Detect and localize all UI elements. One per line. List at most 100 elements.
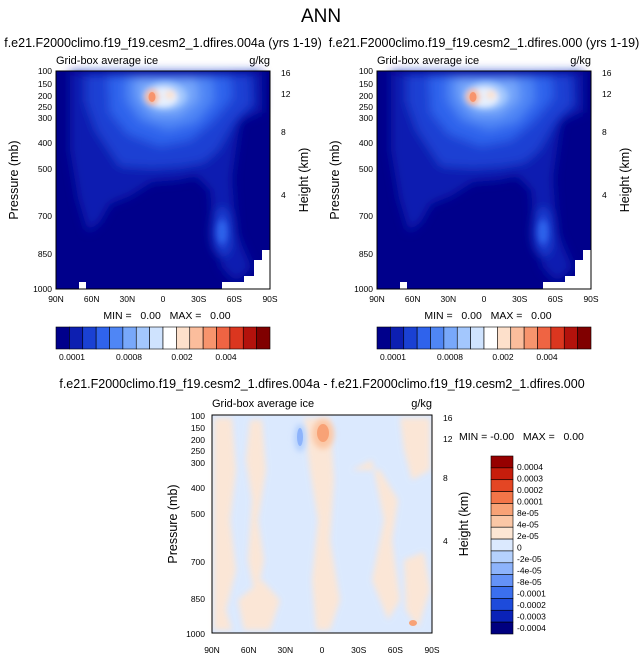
colorbar-swatch: [563, 326, 578, 350]
panel-test-title: f.e21.F2000climo.f19_f19.cesm2_1.dfires.…: [4, 36, 322, 50]
panel-control: f.e21.F2000climo.f19_f19.cesm2_1.dfires.…: [328, 36, 639, 362]
page-title: ANN: [301, 6, 341, 27]
panel-test-y-label: Pressure (mb): [7, 140, 21, 219]
panel-test-colorbar: [55, 326, 271, 350]
y-tick-label: 700: [191, 557, 205, 567]
x-tick-label: 60N: [405, 294, 421, 304]
colorbar-swatch: [497, 326, 512, 350]
height-tick-label: 16: [443, 413, 453, 423]
panel-difference-y-ticks: 100 150 200 250 300 400 500 700 850 1000: [186, 411, 205, 639]
y-tick-label: 150: [38, 79, 52, 89]
panel-control-subtitle-right: g/kg: [570, 55, 591, 67]
x-tick-label: 90N: [204, 645, 220, 655]
colorbar-label: 0.0001: [517, 497, 543, 507]
colorbar-label: 4e-05: [517, 520, 539, 530]
colorbar-swatch: [95, 326, 110, 350]
panel-test: f.e21.F2000climo.f19_f19.cesm2_1.dfires.…: [4, 36, 322, 362]
y-tick-label: 250: [359, 102, 373, 112]
y-tick-label: 1000: [354, 284, 373, 294]
y-tick-label: 200: [191, 435, 205, 445]
panel-difference-subtitle-left: Grid-box average ice: [212, 398, 314, 410]
colorbar-label: 0: [517, 543, 522, 553]
colorbar-label: -0.0001: [517, 589, 546, 599]
panel-difference-y-label: Pressure (mb): [166, 484, 180, 563]
height-tick-label: 12: [443, 434, 453, 444]
y-tick-label: 300: [359, 113, 373, 123]
y-tick-label: 150: [359, 79, 373, 89]
y-tick-label: 250: [38, 102, 52, 112]
x-tick-label: 90S: [583, 294, 598, 304]
panel-test-y-ticks: 100 150 200 250 300 400 500 700 850 1000: [33, 66, 52, 294]
colorbar-swatch: [416, 326, 431, 350]
x-tick-label: 30S: [191, 294, 206, 304]
colorbar-swatch: [490, 621, 514, 635]
y-tick-label: 150: [191, 423, 205, 433]
x-tick-label: 30S: [351, 645, 366, 655]
colorbar-swatch: [577, 326, 592, 350]
y-tick-label: 100: [191, 411, 205, 421]
colorbar-swatch: [490, 538, 514, 552]
y-tick-label: 850: [38, 249, 52, 259]
y-tick-label: 400: [359, 138, 373, 148]
y-tick-label: 250: [191, 446, 205, 456]
height-tick-label: 8: [281, 127, 286, 137]
colorbar-label: 0.002: [492, 352, 514, 362]
panel-difference-stats: MIN = -0.00 MAX = 0.00: [459, 431, 584, 443]
y-tick-label: 300: [38, 113, 52, 123]
x-tick-label: 30S: [512, 294, 527, 304]
y-tick-label: 200: [359, 91, 373, 101]
colorbar-swatch: [490, 515, 514, 528]
x-tick-label: 30N: [441, 294, 457, 304]
colorbar-swatch: [430, 326, 445, 350]
height-tick-label: 16: [602, 68, 612, 78]
panel-difference: f.e21.F2000climo.f19_f19.cesm2_1.dfires.…: [59, 377, 584, 655]
colorbar-swatch: [550, 326, 565, 350]
colorbar-swatch: [490, 455, 514, 469]
panel-test-x-ticks: 90N 60N 30N 0 30S 60S 90S: [48, 294, 278, 304]
x-tick-label: 90S: [424, 645, 439, 655]
colorbar-label: -0.0003: [517, 612, 546, 622]
colorbar-label: -4e-05: [517, 566, 542, 576]
colorbar-swatch: [443, 326, 458, 350]
colorbar-swatch: [490, 467, 514, 481]
colorbar-label: 0.0002: [517, 485, 543, 495]
colorbar-swatch: [490, 491, 514, 504]
x-tick-label: 60S: [548, 294, 563, 304]
colorbar-swatch: [189, 326, 204, 350]
colorbar-swatch: [256, 326, 271, 350]
colorbar-swatch: [523, 326, 538, 350]
colorbar-label: -0.0002: [517, 600, 546, 610]
colorbar-swatch: [510, 326, 525, 350]
colorbar-swatch: [176, 326, 191, 350]
x-tick-label: 0: [482, 294, 487, 304]
y-tick-label: 700: [359, 211, 373, 221]
x-tick-label: 0: [320, 645, 325, 655]
colorbar-swatch: [162, 326, 177, 350]
colorbar-swatch: [376, 326, 391, 350]
height-tick-label: 4: [443, 536, 448, 546]
panel-control-x-ticks: 90N 60N 30N 0 30S 60S 90S: [369, 294, 599, 304]
colorbar-label: -2e-05: [517, 554, 542, 564]
y-tick-label: 1000: [33, 284, 52, 294]
panel-difference-field: [211, 414, 433, 634]
height-tick-label: 16: [281, 68, 291, 78]
y-tick-label: 200: [38, 91, 52, 101]
height-tick-label: 8: [602, 127, 607, 137]
panel-control-subtitle-left: Grid-box average ice: [377, 55, 479, 67]
colorbar-swatch: [229, 326, 244, 350]
colorbar-label: 0.0008: [116, 352, 142, 362]
x-tick-label: 90N: [369, 294, 385, 304]
colorbar-label: 0.004: [215, 352, 237, 362]
colorbar-label: 0.0001: [380, 352, 406, 362]
y-tick-label: 850: [191, 594, 205, 604]
x-tick-label: 30N: [278, 645, 294, 655]
panel-control-field: [376, 70, 592, 290]
panel-control-y-ticks: 100 150 200 250 300 400 500 700 850 1000: [354, 66, 373, 294]
y-tick-label: 500: [38, 164, 52, 174]
x-tick-label: 60N: [241, 645, 257, 655]
x-tick-label: 30N: [120, 294, 136, 304]
panel-control-y-label: Pressure (mb): [328, 140, 342, 219]
panel-difference-subtitle-right: g/kg: [411, 398, 432, 410]
panel-test-y-right-label: Height (km): [297, 148, 311, 213]
